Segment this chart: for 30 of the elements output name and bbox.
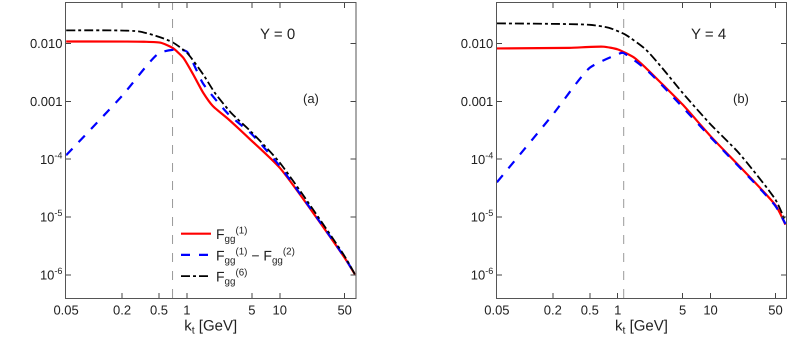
y-tick-label: 0.010	[30, 36, 63, 52]
y-tick-label: 10$^{-6}$	[40, 266, 63, 283]
x-tick-label: 0.05	[484, 302, 510, 318]
x-tick-label: 5	[678, 302, 686, 318]
x-tick-label: 0.5	[150, 302, 168, 318]
x-tick-label: 1	[183, 302, 191, 318]
x-tick-label: 10	[703, 302, 718, 318]
x-tick-label: 0.05	[53, 302, 79, 318]
y-tick-label: 10$^{-4}$	[470, 150, 494, 167]
y-tick-label: 0.001	[30, 94, 63, 109]
annotation: (a)	[303, 91, 319, 106]
x-tick-label: 50	[768, 302, 783, 318]
x-tick-label: 50	[337, 302, 352, 318]
x-tick-label: 0.2	[544, 302, 562, 318]
x-tick-label: 10	[272, 302, 288, 318]
annotation: Y = 0	[260, 26, 296, 43]
x-axis-title: k$_{t}$ [GeV]	[614, 318, 668, 337]
x-tick-label: 0.5	[580, 302, 599, 318]
y-tick-label: 10$^{-4}$	[40, 150, 63, 167]
annotation: (b)	[733, 91, 749, 106]
x-axis-title: k$_{t}$ [GeV]	[184, 318, 238, 337]
x-tick-label: 1	[614, 302, 622, 318]
y-tick-label: 0.001	[460, 94, 494, 109]
y-tick-label: 10$^{-6}$	[470, 266, 494, 283]
x-tick-label: 0.2	[112, 302, 132, 318]
y-tick-label: 0.010	[460, 36, 494, 52]
y-tick-label: 10$^{-5}$	[470, 208, 494, 225]
y-tick-label: 10$^{-5}$	[40, 208, 63, 225]
annotation: Y = 4	[691, 26, 726, 43]
x-tick-label: 5	[248, 302, 256, 318]
